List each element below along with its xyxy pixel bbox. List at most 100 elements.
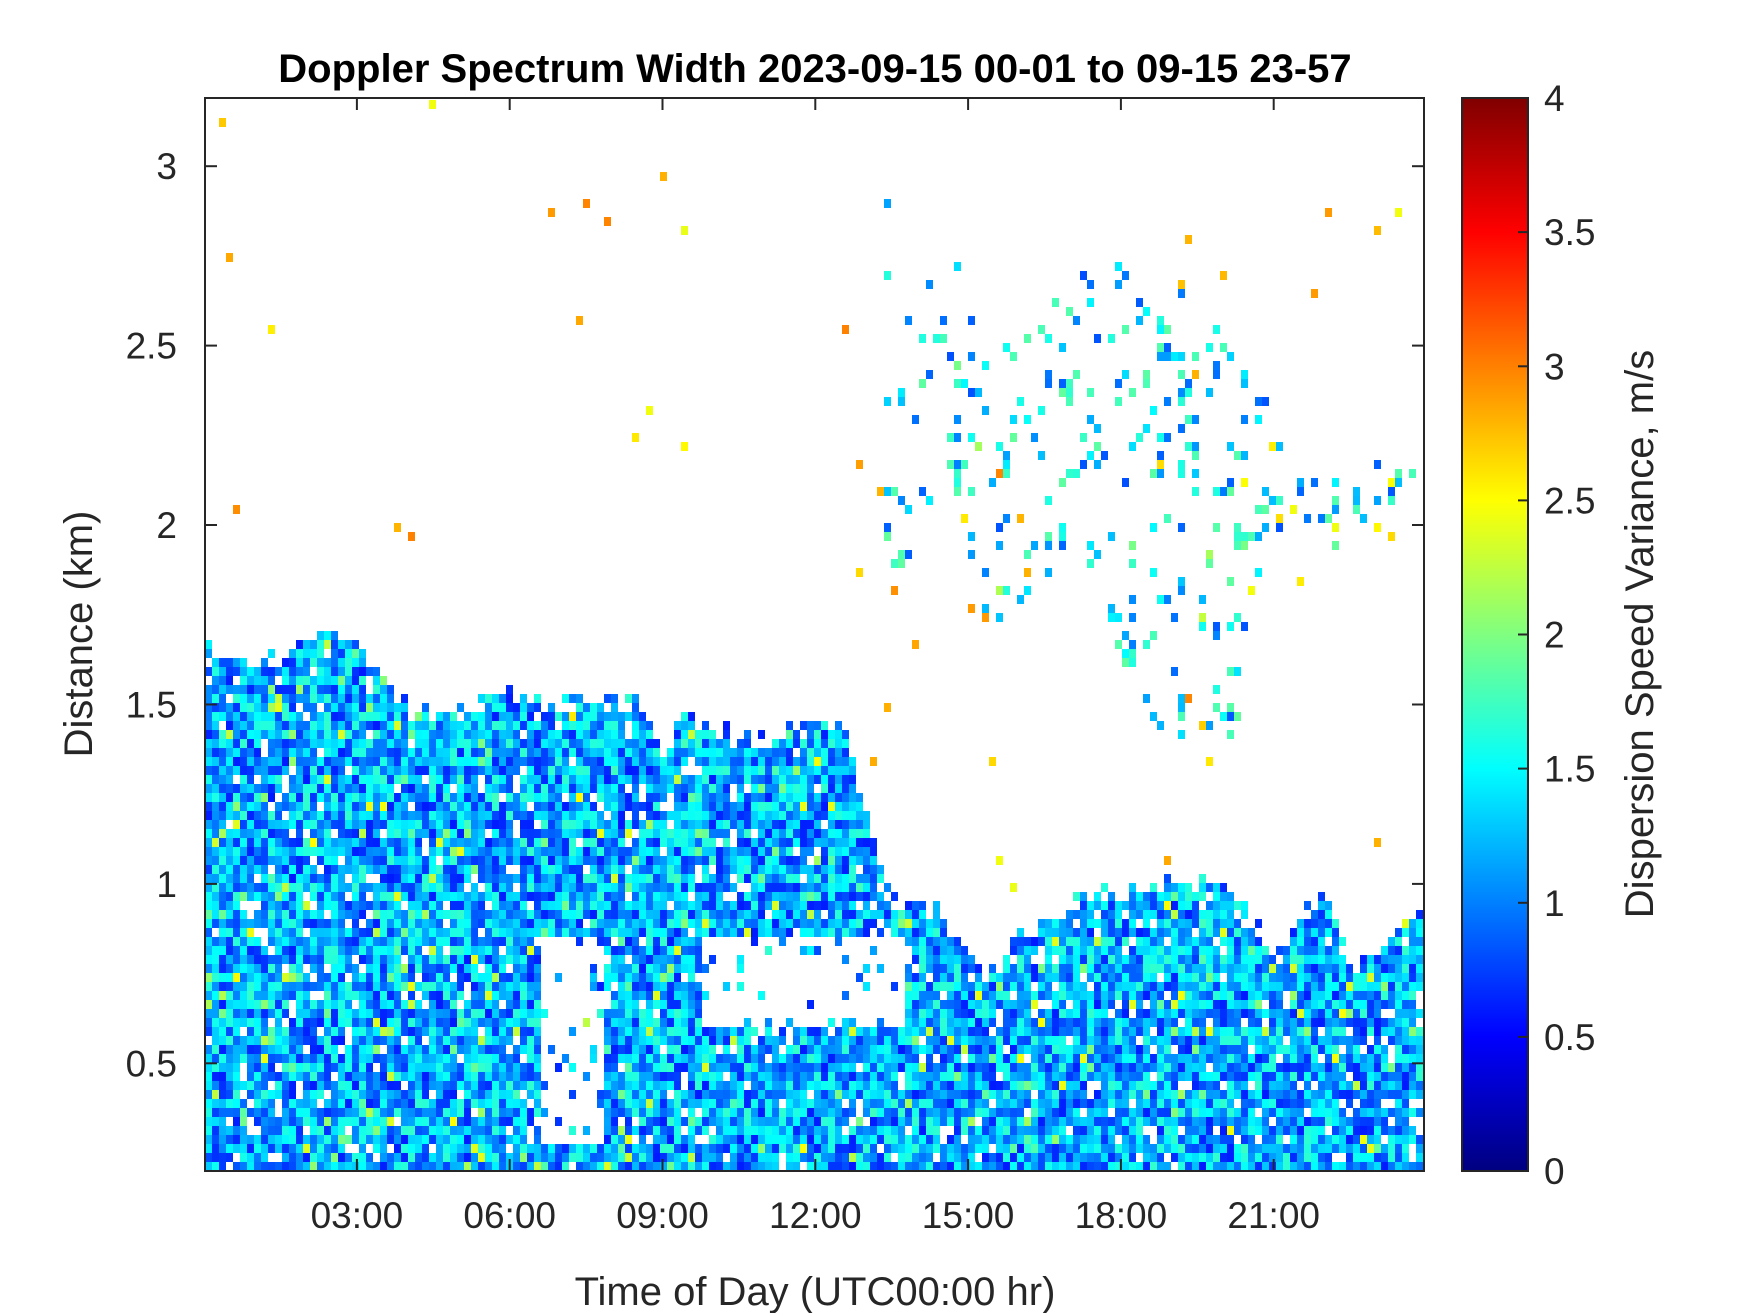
heatmap-cell — [527, 811, 534, 820]
heatmap-cell — [772, 1135, 779, 1144]
heatmap-cell — [436, 865, 443, 874]
heatmap-cell — [569, 838, 576, 847]
heatmap-cell — [604, 712, 611, 721]
heatmap-cell — [1017, 1144, 1024, 1153]
heatmap-cell — [352, 649, 359, 658]
heatmap-cell — [590, 1054, 597, 1063]
heatmap-cell — [1031, 1081, 1038, 1090]
heatmap-cell — [618, 1090, 625, 1099]
heatmap-cell — [359, 1063, 366, 1072]
heatmap-cell — [870, 757, 877, 766]
heatmap-cell — [667, 1000, 674, 1009]
heatmap-cell — [520, 694, 527, 703]
heatmap-cell — [247, 721, 254, 730]
heatmap-cell — [359, 982, 366, 991]
heatmap-cell — [331, 883, 338, 892]
heatmap-cell — [282, 712, 289, 721]
heatmap-cell — [527, 937, 534, 946]
heatmap-cell — [583, 775, 590, 784]
heatmap-cell — [555, 973, 562, 982]
heatmap-cell — [457, 955, 464, 964]
heatmap-cell — [667, 784, 674, 793]
heatmap-cell — [674, 784, 681, 793]
heatmap-cell — [226, 901, 233, 910]
heatmap-cell — [856, 883, 863, 892]
heatmap-cell — [219, 847, 226, 856]
heatmap-cell — [436, 811, 443, 820]
heatmap-cell — [618, 910, 625, 919]
heatmap-cell — [688, 793, 695, 802]
heatmap-cell — [856, 892, 863, 901]
heatmap-cell — [527, 964, 534, 973]
heatmap-cell — [968, 955, 975, 964]
heatmap-cell — [779, 739, 786, 748]
heatmap-cell — [233, 1045, 240, 1054]
heatmap-cell — [415, 1045, 422, 1054]
heatmap-cell — [366, 1117, 373, 1126]
heatmap-cell — [534, 1036, 541, 1045]
heatmap-cell — [415, 937, 422, 946]
heatmap-cell — [485, 784, 492, 793]
heatmap-cell — [352, 748, 359, 757]
heatmap-cell — [772, 784, 779, 793]
heatmap-cell — [695, 1027, 702, 1036]
heatmap-cell — [821, 811, 828, 820]
heatmap-cell — [625, 919, 632, 928]
heatmap-cell — [443, 1036, 450, 1045]
heatmap-cell — [814, 1126, 821, 1135]
heatmap-cell — [296, 910, 303, 919]
heatmap-cell — [730, 901, 737, 910]
heatmap-cell — [205, 721, 212, 730]
heatmap-cell — [954, 361, 961, 370]
heatmap-cell — [625, 1081, 632, 1090]
heatmap-cell — [646, 748, 653, 757]
heatmap-cell — [1038, 1072, 1045, 1081]
heatmap-cell — [1017, 397, 1024, 406]
heatmap-cell — [401, 1099, 408, 1108]
heatmap-cell — [814, 811, 821, 820]
heatmap-cell — [415, 856, 422, 865]
heatmap-cell — [219, 1018, 226, 1027]
heatmap-cell — [814, 1081, 821, 1090]
heatmap-cell — [576, 775, 583, 784]
heatmap-cell — [268, 901, 275, 910]
heatmap-cell — [646, 910, 653, 919]
heatmap-cell — [856, 793, 863, 802]
heatmap-cell — [632, 1081, 639, 1090]
heatmap-cell — [758, 838, 765, 847]
heatmap-cell — [296, 919, 303, 928]
heatmap-cell — [758, 757, 765, 766]
heatmap-cell — [604, 973, 611, 982]
heatmap-cell — [758, 1090, 765, 1099]
heatmap-cell — [485, 856, 492, 865]
heatmap-cell — [296, 991, 303, 1000]
heatmap-cell — [954, 1018, 961, 1027]
heatmap-cell — [436, 1000, 443, 1009]
heatmap-cell — [821, 1090, 828, 1099]
heatmap-cell — [989, 1054, 996, 1063]
heatmap-cell — [625, 928, 632, 937]
heatmap-cell — [779, 1117, 786, 1126]
heatmap-cell — [632, 1090, 639, 1099]
heatmap-cell — [625, 1099, 632, 1108]
heatmap-cell — [492, 874, 499, 883]
heatmap-cell — [982, 1099, 989, 1108]
heatmap-cell — [632, 1054, 639, 1063]
heatmap-cell — [856, 1144, 863, 1153]
heatmap-cell — [905, 1009, 912, 1018]
heatmap-cell — [639, 1081, 646, 1090]
heatmap-cell — [324, 703, 331, 712]
heatmap-cell — [387, 1081, 394, 1090]
heatmap-cell — [625, 1009, 632, 1018]
heatmap-cell — [401, 1045, 408, 1054]
heatmap-cell — [506, 829, 513, 838]
heatmap-cell — [366, 982, 373, 991]
heatmap-cell — [569, 775, 576, 784]
heatmap-cell — [954, 1099, 961, 1108]
heatmap-cell — [660, 1117, 667, 1126]
heatmap-cell — [793, 1072, 800, 1081]
heatmap-cell — [317, 694, 324, 703]
heatmap-cell — [254, 964, 261, 973]
heatmap-cell — [408, 1018, 415, 1027]
heatmap-cell — [450, 838, 457, 847]
